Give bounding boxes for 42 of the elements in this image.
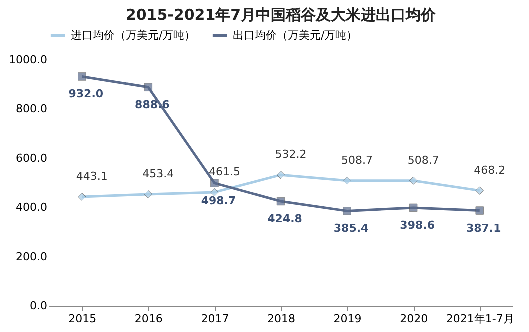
x-tick-label: 2018 (268, 312, 296, 326)
data-label: 498.7 (201, 194, 236, 208)
data-label: 453.4 (142, 167, 174, 180)
point (78, 72, 86, 81)
point (78, 192, 86, 202)
point (476, 206, 484, 215)
chart-title: 2015-2021年7月中国稻谷及大米进出口均价 (126, 6, 438, 24)
x-tick-label: 2020 (400, 312, 428, 326)
y-tick-label: 400.0 (16, 201, 48, 214)
data-label: 387.1 (466, 222, 502, 235)
x-tick-label: 2016 (134, 312, 163, 326)
x-tick-label: 2021年1-7月 (446, 312, 514, 326)
data-label: 508.7 (408, 154, 440, 167)
y-tick-label: 800.0 (16, 102, 48, 116)
y-tick-label: 1000.0 (9, 54, 48, 66)
legend-label: 进口均价（万美元/万吨） (71, 29, 196, 42)
point (409, 204, 418, 212)
point (276, 197, 286, 206)
legend-label: 出口均价（万美元/万吨） (233, 29, 358, 42)
data-label: 532.2 (275, 148, 307, 162)
data-label: 461.5 (208, 165, 240, 178)
data-label: 443.1 (76, 170, 108, 183)
data-label: 385.4 (334, 222, 370, 236)
data-label: 424.8 (268, 212, 302, 226)
point (144, 83, 153, 92)
y-tick-label: 600.0 (16, 152, 48, 165)
x-tick-label: 2019 (334, 312, 362, 326)
x-tick-label: 2015 (68, 312, 97, 326)
point (144, 190, 153, 199)
point (343, 176, 352, 185)
data-label: 932.0 (68, 88, 104, 101)
point (210, 179, 219, 188)
point (476, 186, 484, 195)
y-tick-label: 0.0 (30, 300, 48, 312)
data-label: 468.2 (474, 164, 506, 177)
data-label: 398.6 (400, 218, 436, 232)
point (409, 176, 418, 185)
point (343, 207, 352, 216)
x-tick-label: 2017 (201, 312, 230, 326)
data-label: 508.7 (342, 154, 374, 167)
y-tick-label: 200.0 (16, 250, 48, 264)
point (276, 170, 286, 180)
